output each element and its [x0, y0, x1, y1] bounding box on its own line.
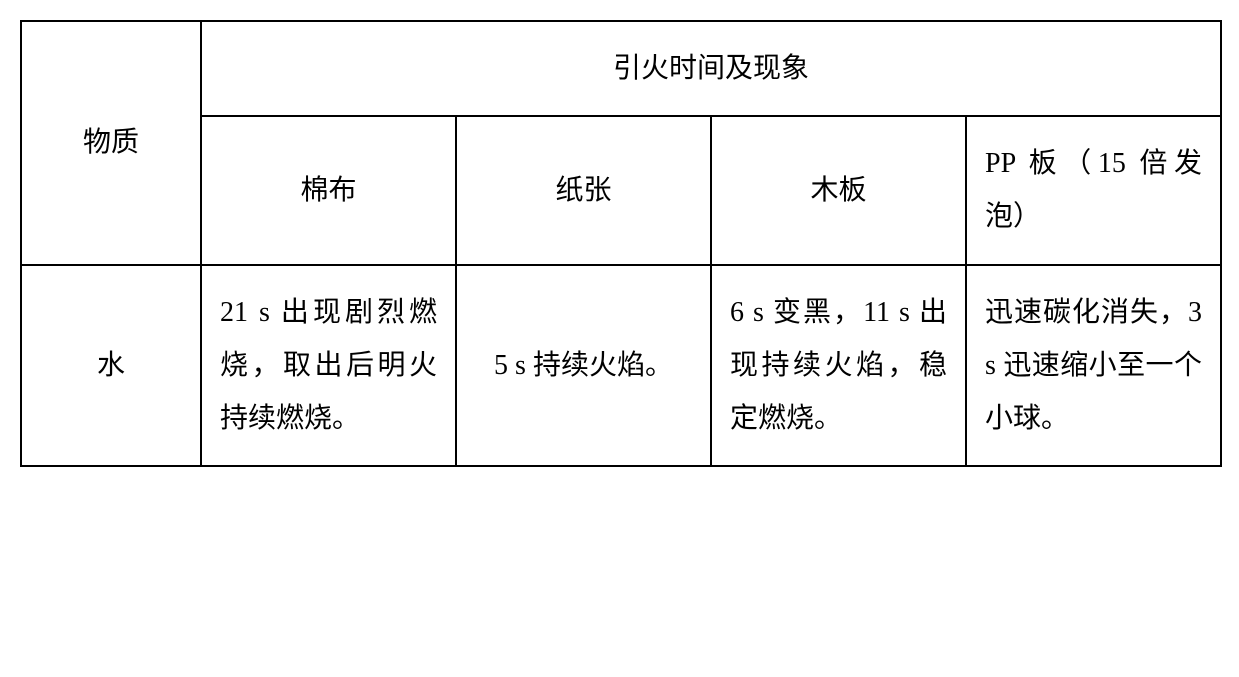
- column-header-pp-board: PP 板（15 倍发泡）: [966, 116, 1221, 264]
- column-header-paper: 纸张: [456, 116, 711, 264]
- row-header-material: 物质: [21, 21, 201, 265]
- table-header-row-1: 物质 引火时间及现象: [21, 21, 1221, 116]
- cell-pp-board-result: 迅速碳化消失，3 s 迅速缩小至一个小球。: [966, 265, 1221, 467]
- group-header-time-phenomenon: 引火时间及现象: [201, 21, 1221, 116]
- data-table: 物质 引火时间及现象 棉布 纸张 木板 PP 板（15 倍发泡） 水 21 s …: [20, 20, 1222, 467]
- column-header-cotton: 棉布: [201, 116, 456, 264]
- table-row: 水 21 s 出现剧烈燃烧，取出后明火持续燃烧。 5 s 持续火焰。 6 s 变…: [21, 265, 1221, 467]
- row-label-water: 水: [21, 265, 201, 467]
- table-header-row-2: 棉布 纸张 木板 PP 板（15 倍发泡）: [21, 116, 1221, 264]
- cell-cotton-result: 21 s 出现剧烈燃烧，取出后明火持续燃烧。: [201, 265, 456, 467]
- cell-wood-result: 6 s 变黑，11 s 出现持续火焰，稳定燃烧。: [711, 265, 966, 467]
- cell-paper-result: 5 s 持续火焰。: [456, 265, 711, 467]
- column-header-wood: 木板: [711, 116, 966, 264]
